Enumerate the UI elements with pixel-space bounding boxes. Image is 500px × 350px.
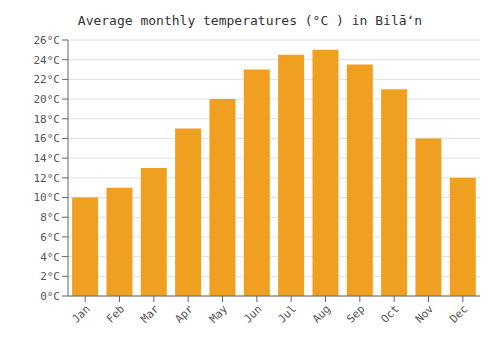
svg-text:24°C: 24°C [34,54,61,67]
svg-text:12°C: 12°C [34,172,61,185]
svg-text:Mar: Mar [138,302,162,326]
svg-text:Dec: Dec [447,302,470,325]
svg-text:Apr: Apr [173,302,197,326]
svg-text:Jan: Jan [70,302,93,325]
svg-text:26°C: 26°C [34,34,61,47]
svg-text:18°C: 18°C [34,113,61,126]
svg-text:Oct: Oct [379,302,402,325]
html-text:Average monthly temperatures (: Average monthly temperatures (°C ) in Bi… [77,13,423,28]
svg-text:Jul: Jul [276,302,299,325]
svg-text:4°C: 4°C [40,251,60,264]
svg-text:0°C: 0°C [40,290,60,303]
svg-text:2°C: 2°C [40,270,60,283]
svg-text:20°C: 20°C [34,93,61,106]
svg-text:16°C: 16°C [34,132,61,145]
svg-text:May: May [207,302,231,326]
svg-text:10°C: 10°C [34,191,61,204]
svg-text:Nov: Nov [413,302,437,326]
svg-text:14°C: 14°C [34,152,61,165]
svg-text:6°C: 6°C [40,231,60,244]
svg-text:22°C: 22°C [34,73,61,86]
svg-text:8°C: 8°C [40,211,60,224]
svg-text:Sep: Sep [344,302,367,325]
svg-text:Aug: Aug [310,302,333,325]
svg-text:Jun: Jun [241,302,264,325]
svg-text:Feb: Feb [104,302,127,325]
